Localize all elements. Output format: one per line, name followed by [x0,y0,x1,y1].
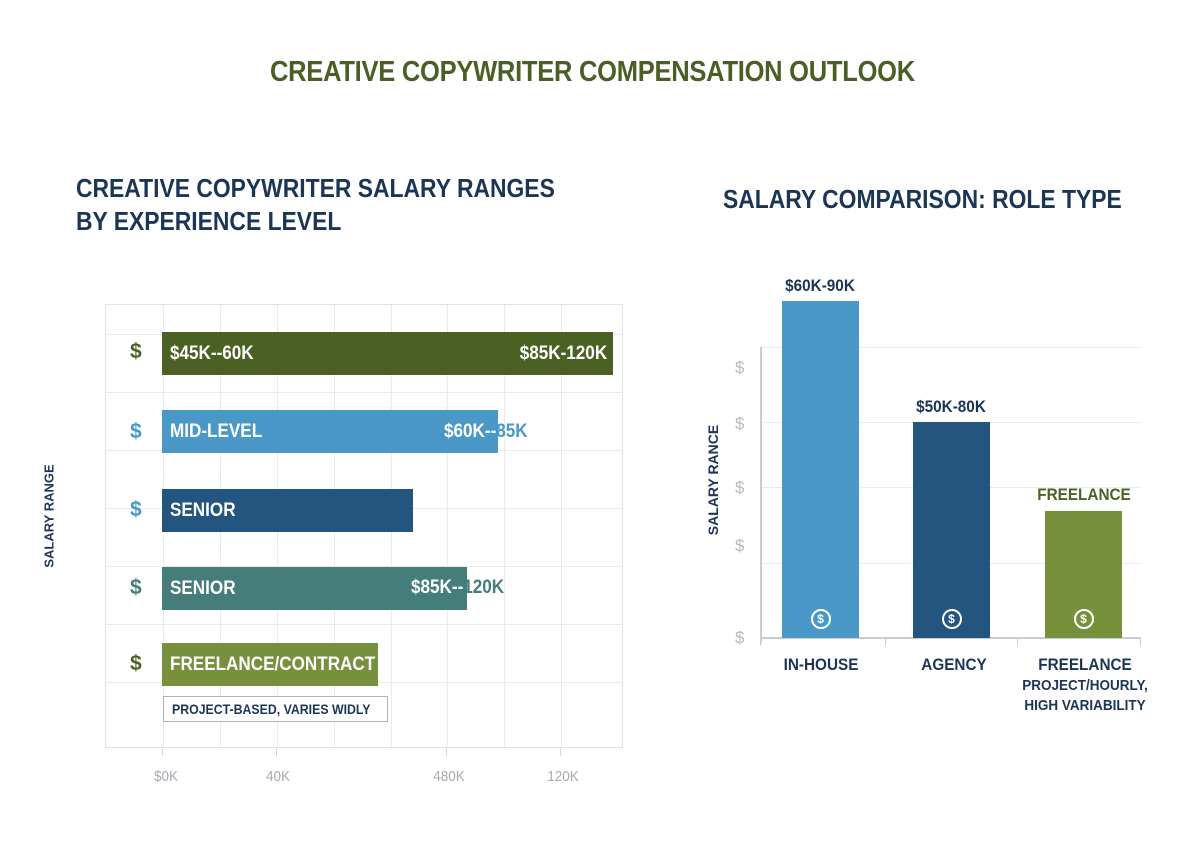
x-tick [276,748,277,756]
y-tick-dollar: $ [735,536,745,555]
gridline [504,305,505,747]
category-subtitle: HIGH VARIABILITY [1024,697,1146,714]
right-chart-title: SALARY COMPARISON: ROLE TYPE [723,184,1122,214]
row-4-range-label: $85K--120K [411,577,505,598]
freelance-note: PROJECT-BASED, VARIES WIDLY [163,696,388,722]
bar-value-label: $50K-80K [916,397,986,416]
category-label: FREELANCE [1038,655,1132,674]
y-tick-dollar: $ [735,358,745,377]
row-2-range-label: $60K--85K [444,421,528,442]
page-title: CREATIVE COPYWRITER COMPENSATION OUTLOOK [269,56,915,88]
y-tick-dollar: $ [735,628,745,647]
category-label: IN-HOUSE [783,655,859,674]
dollar-icon: $ [130,340,142,363]
row-2-range-label-overflow: 85K [496,421,528,442]
bar-value-label: $60K-90K [785,276,855,295]
y-axis [760,347,762,643]
dollar-coin-icon: $ [941,609,962,629]
category-subtitle: PROJECT/HOURLY, [1022,677,1148,694]
x-tick [560,748,561,756]
x-tick-label: 40K [265,768,291,785]
dollar-icon: $ [130,498,142,521]
x-tick [1140,637,1141,646]
right-y-axis-label: SALARY RANCE [705,424,721,536]
gridline [760,347,1141,348]
x-tick-label: 120K [547,768,579,785]
bar-row-2: MID-LEVEL [162,410,498,453]
x-tick [885,637,886,646]
bar-row-1: $45K--60K $85K-120K [162,332,613,375]
left-chart-title: CREATIVE COPYWRITER SALARY RANGES BY EXP… [76,173,555,236]
dollar-icon: $ [130,420,142,443]
dollar-icon: $ [130,576,142,599]
y-tick-dollar: $ [735,478,745,497]
dollar-coin-icon: $ [810,609,831,629]
bar-freelance: $ [1045,511,1122,638]
x-tick-label: $0K [153,768,179,785]
bar-in-house: $ [782,301,859,638]
dollar-icon: $ [130,652,142,675]
dollar-coin-icon: $ [1073,609,1094,629]
gridline [106,392,622,393]
x-tick [760,637,761,646]
gridline [106,624,622,625]
bar-agency: $ [913,422,990,638]
x-tick [446,748,447,756]
y-tick-dollar: $ [735,414,745,433]
bar-row-4: SENIOR [162,567,467,610]
x-tick [1017,637,1018,646]
x-tick [162,748,163,756]
bar-value-label: FREELANCE [1037,485,1131,504]
bar-row-5: FREELANCE/CONTRACT [162,643,378,686]
category-label: AGENCY [921,655,987,674]
bar-row-3: SENIOR [162,489,413,532]
left-y-axis-label: SALARY RANGE [41,464,57,568]
x-tick-label: 480K [433,768,465,785]
gridline [561,305,562,747]
gridline [106,566,622,567]
gridline [447,305,448,747]
